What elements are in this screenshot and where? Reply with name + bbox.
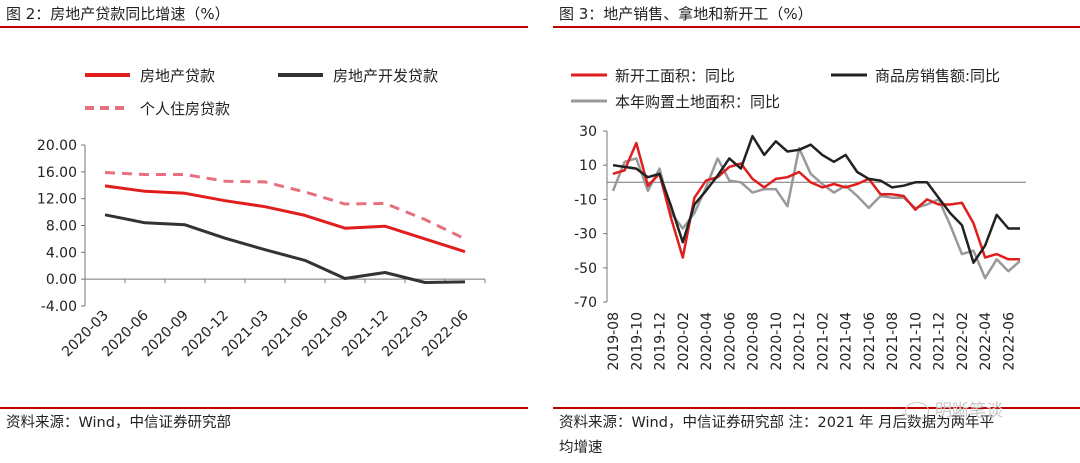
legend-label: 本年购置土地面积：同比: [615, 93, 780, 111]
x-tick-label: 2021-02: [815, 312, 831, 371]
y-tick-label: 4.00: [46, 245, 77, 261]
source-note-continued: 均增速: [559, 440, 603, 456]
x-tick-label: 2021-04: [839, 312, 855, 371]
x-tick-label: 2022-02: [955, 312, 971, 371]
x-tick-label: 2020-12: [792, 312, 808, 371]
sales-land-starts-chart: 30 10 -10 -30 -50 -70 2019-08 2019-10 2019-12 202…: [571, 67, 1026, 371]
y-tick-label: 30: [579, 124, 597, 140]
title-rule: [553, 26, 1080, 28]
chart-title: 图 3：地产销售、拿地和新开工（%）: [559, 5, 813, 23]
y-tick-label: -50: [574, 261, 597, 277]
wechat-icon: [905, 402, 929, 420]
x-tick-label: 2019-12: [653, 312, 669, 371]
y-tick-label: -30: [574, 227, 597, 243]
title-rule: [0, 26, 528, 28]
chart-panel-sales: 图 3：地产销售、拿地和新开工（%） 30 10 -10 -30 -50 -70 2019-…: [553, 0, 1080, 463]
x-tick-label: 2021-10: [908, 312, 924, 371]
x-tick-label: 2019-10: [629, 312, 645, 371]
series-line-0: [104, 184, 466, 254]
legend-label: 商品房销售额:同比: [875, 67, 1000, 85]
series-line-1: [104, 213, 466, 284]
series-line-2: [104, 171, 466, 241]
legend-label: 房地产贷款: [140, 67, 215, 85]
x-tick-label: 2021-08: [885, 312, 901, 371]
chart-panel-loans: 图 2：房地产贷款同比增速（%） 20.00 16.00 12.00 8.00 4.00…: [0, 0, 528, 463]
source-note: 资料来源：Wind，中信证券研究部 注：2021 年 月后数据为两年平: [559, 415, 995, 431]
source-rule: [0, 407, 528, 409]
x-tick-label: 2020-08: [746, 312, 762, 371]
series-line-2: [611, 146, 1021, 280]
source-rule: [553, 407, 1080, 409]
y-tick-label: -70: [574, 295, 597, 311]
legend-label: 新开工面积：同比: [615, 67, 735, 85]
x-tick-label: 2020-02: [676, 312, 692, 371]
loan-growth-chart: 20.0016.0012.008.004.000.00-4.002020-032…: [37, 67, 486, 360]
y-tick-label: 20.00: [37, 138, 77, 154]
y-tick-label: 8.00: [46, 219, 77, 235]
y-tick-label: 16.00: [37, 165, 77, 181]
x-tick-label: 2021-12: [932, 312, 948, 371]
watermark-text: 明晰笔谈: [935, 401, 1003, 421]
source-note: 资料来源：Wind，中信证券研究部: [6, 415, 231, 431]
x-tick-label: 2020-04: [699, 312, 715, 371]
y-tick-label: -10: [574, 192, 597, 208]
chart-title: 图 2：房地产贷款同比增速（%）: [6, 5, 230, 23]
x-tick-label: 2019-08: [606, 312, 622, 371]
y-tick-label: 0.00: [46, 272, 77, 288]
y-tick-label: 10: [579, 158, 597, 174]
x-tick-label: 2022-04: [978, 312, 994, 371]
series-line-0: [612, 141, 1020, 261]
legend-label: 房地产开发贷款: [333, 67, 438, 85]
x-tick-label: 2022-06: [1001, 312, 1017, 371]
y-tick-label: -4.00: [41, 299, 77, 315]
y-tick-label: 12.00: [37, 192, 77, 208]
legend-label: 个人住房贷款: [140, 100, 230, 118]
x-tick-label: 2020-10: [769, 312, 785, 371]
x-tick-label: 2020-06: [722, 312, 738, 371]
watermark: 明晰笔谈: [905, 396, 1003, 421]
x-tick-label: 2021-06: [862, 312, 878, 371]
series-line-1: [612, 134, 1020, 264]
